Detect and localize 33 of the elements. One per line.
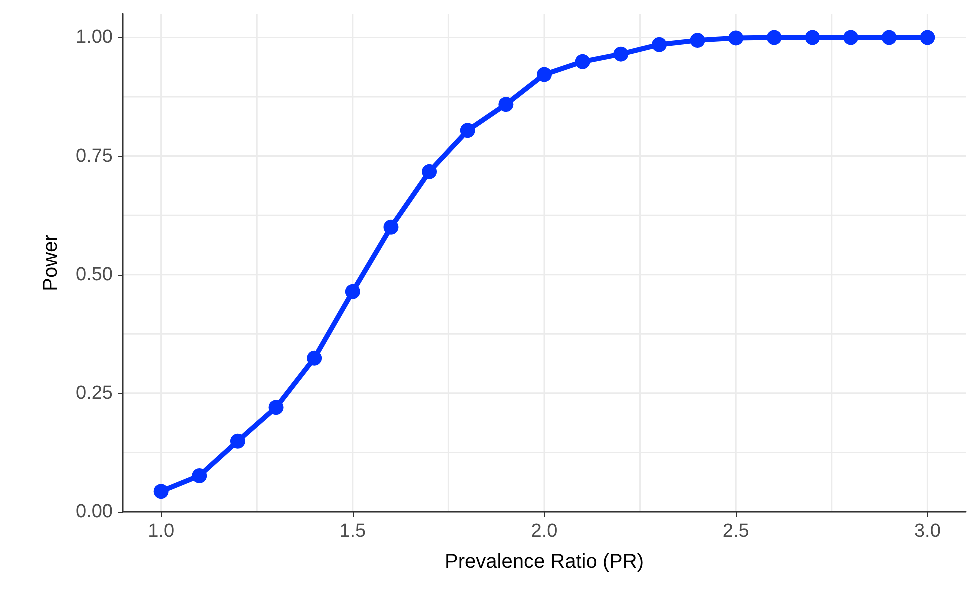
point (192, 468, 208, 484)
point (805, 30, 820, 46)
point (345, 284, 360, 300)
x-tick-label: 3.0 (914, 521, 941, 542)
point (307, 350, 322, 366)
y-tick-label: 0.50 (76, 264, 113, 286)
point (230, 434, 246, 449)
x-tick-label: 2.0 (531, 521, 558, 542)
point (575, 54, 590, 70)
point (844, 30, 859, 46)
y-tick-label: 1.00 (76, 27, 113, 48)
point (766, 30, 782, 46)
point (882, 30, 897, 46)
point (384, 220, 399, 235)
y-tick-label: 0.75 (76, 146, 113, 167)
point (537, 67, 552, 82)
x-axis-title: Prevalence Ratio (PR) (445, 551, 644, 573)
point (690, 33, 706, 48)
point (154, 484, 169, 500)
point (498, 97, 514, 112)
x-tick-label: 1.0 (148, 521, 175, 542)
x-tick-label: 2.5 (722, 521, 750, 542)
y-tick-label: 0.25 (76, 382, 113, 404)
point (460, 123, 476, 138)
x-tick-label: 1.5 (340, 521, 366, 542)
point (728, 30, 744, 46)
y-axis-title: Power (40, 234, 62, 292)
y-tick-label: 0.00 (76, 502, 113, 522)
point (614, 46, 629, 62)
point (920, 30, 936, 46)
point (652, 37, 667, 52)
point (422, 164, 438, 180)
point (268, 400, 284, 416)
